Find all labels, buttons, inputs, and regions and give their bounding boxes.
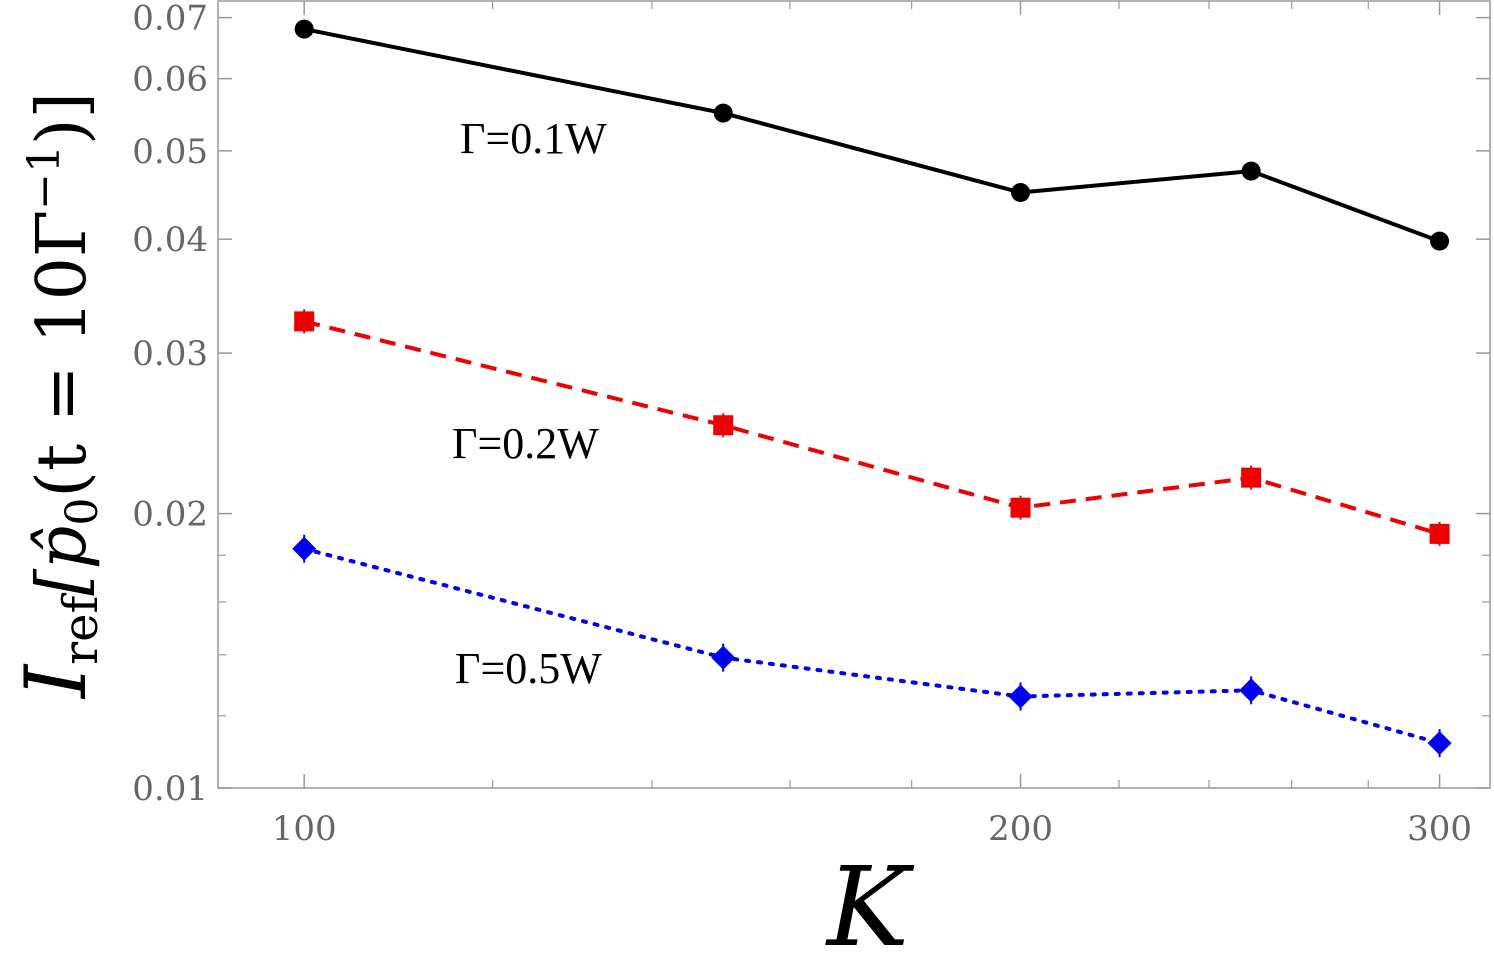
x-tick-label: 100 [272, 809, 337, 849]
data-point-circle [294, 19, 314, 39]
y-tick-label: 0.03 [132, 334, 208, 374]
y-title-tail: (t = 10Γ [23, 210, 102, 498]
data-point-circle [1430, 231, 1450, 251]
y-tick-label: 0.02 [132, 495, 208, 535]
y-title-rest: [p̂ [23, 526, 102, 596]
data-point-circle [713, 103, 733, 123]
y-title-close: )] [23, 92, 102, 145]
y-tick-label: 0.04 [132, 220, 208, 260]
y-title-main: I [7, 663, 105, 700]
label-layer: Γ=0.1W Γ=0.2W Γ=0.5W [452, 114, 607, 693]
data-point-square [1010, 497, 1031, 518]
data-point-diamond [711, 645, 736, 670]
series-label-1: Γ=0.1W [460, 114, 607, 163]
series-label-2: Γ=0.2W [452, 419, 599, 468]
y-tick-label: 0.07 [132, 0, 208, 39]
y-tick-label: 0.01 [132, 769, 208, 809]
y-title-sub: ref [53, 593, 109, 665]
data-point-square [294, 311, 315, 332]
data-point-circle [1241, 161, 1261, 181]
x-axis-title: K [825, 843, 915, 954]
data-point-circle [1011, 183, 1031, 203]
y-title-sub2: 0 [57, 498, 108, 526]
data-point-diamond [1427, 731, 1452, 756]
data-point-square [1429, 523, 1450, 544]
ticks-layer: 100 200 300 0.01 0.02 0.03 0.04 0.05 0.06 0.07 [132, 0, 1490, 849]
series-3 [292, 534, 1452, 758]
data-point-diamond [1008, 684, 1033, 709]
data-point-diamond [292, 536, 317, 561]
y-axis-title: Iref[p̂0(t = 10Γ−1)] [7, 92, 109, 700]
data-point-square [713, 415, 734, 436]
y-title-sup: −1 [19, 145, 70, 210]
plot-frame [217, 0, 1491, 789]
data-point-square [1241, 467, 1262, 488]
data-point-diamond [1239, 678, 1264, 703]
series-1 [294, 19, 1450, 251]
x-tick-label: 200 [988, 809, 1053, 849]
y-tick-label: 0.05 [132, 132, 208, 172]
series-label-3: Γ=0.5W [455, 644, 602, 693]
x-tick-label: 300 [1407, 809, 1472, 849]
y-tick-label: 0.06 [132, 60, 208, 100]
series-layer [292, 19, 1452, 758]
series-2 [294, 309, 1450, 546]
